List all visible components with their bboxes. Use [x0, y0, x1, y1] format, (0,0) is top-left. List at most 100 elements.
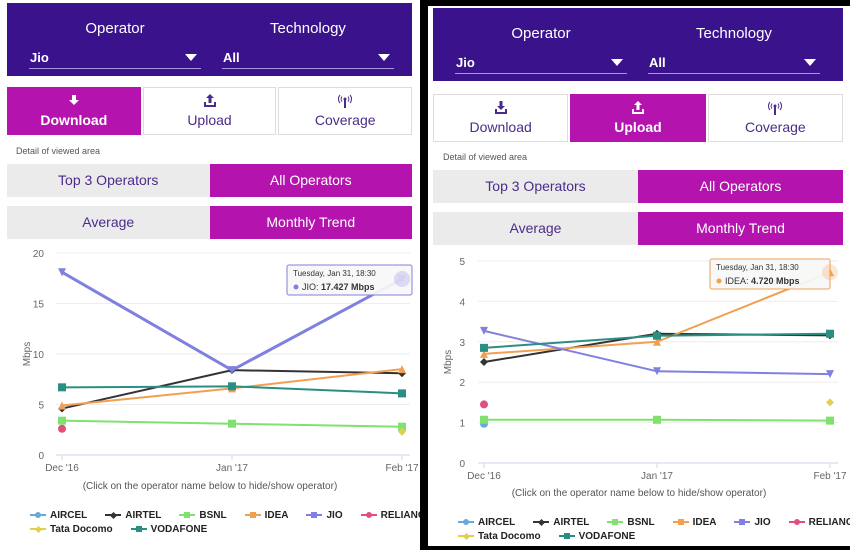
technology-select[interactable]: All [222, 47, 394, 69]
tooltip-colon: : [316, 282, 321, 292]
metric-mode-switcher: Download Upload Coverage [433, 94, 843, 142]
legend-item-idea[interactable]: IDEA [244, 510, 288, 521]
legend-item-reliance[interactable]: RELIANCE [788, 517, 850, 528]
legend-label: AIRTEL [553, 516, 590, 528]
data-point[interactable] [398, 365, 406, 374]
series-bsnl[interactable] [480, 415, 834, 425]
operator-scope-tabs: Top 3 Operators All Operators [433, 170, 843, 203]
data-point[interactable] [480, 358, 488, 366]
data-point[interactable] [58, 424, 66, 433]
x-tick-label: Dec '16 [45, 463, 79, 474]
legend-item-jio[interactable]: JIO [734, 517, 771, 528]
legend-item-aircel[interactable]: AIRCEL [30, 510, 87, 521]
mode-label: Coverage [744, 119, 806, 135]
x-tick-label: Jan '17 [216, 463, 248, 474]
x-tick-label: Dec '16 [467, 471, 501, 482]
legend-item-tata-docomo[interactable]: Tata Docomo [30, 524, 113, 535]
legend-symbol-icon [360, 510, 377, 520]
data-point[interactable] [398, 422, 406, 431]
tooltip-series-name: IDEA [725, 276, 746, 286]
data-point[interactable] [58, 268, 66, 277]
data-point[interactable] [58, 401, 66, 410]
legend-item-airtel[interactable]: AIRTEL [105, 510, 161, 521]
data-point[interactable] [228, 366, 236, 375]
data-point[interactable] [653, 415, 661, 424]
view-type-tabs: Average Monthly Trend [433, 212, 843, 245]
detail-label: Detail of viewed area [16, 146, 101, 156]
signal-tower-icon [279, 94, 411, 108]
data-point[interactable] [826, 398, 834, 407]
legend-symbol-icon [458, 531, 474, 541]
legend-label: RELIANCE [380, 509, 420, 521]
operator-select[interactable]: Jio [455, 52, 627, 74]
series-vodafone[interactable] [58, 382, 406, 398]
tab-monthly-trend[interactable]: Monthly Trend [209, 206, 412, 239]
tooltip-series-text: IDEA: 4.720 Mbps [725, 276, 800, 286]
tab-all-operators[interactable]: All Operators [209, 164, 412, 197]
data-point[interactable] [58, 383, 66, 392]
series-reliance[interactable] [58, 424, 66, 433]
tab-top-3-operators[interactable]: Top 3 Operators [433, 170, 638, 203]
mode-label: Coverage [314, 112, 376, 128]
y-tick-label: 2 [459, 378, 465, 389]
series-tata-docomo[interactable] [826, 398, 834, 407]
legend-item-bsnl[interactable]: BSNL [179, 510, 227, 521]
legend-marker [311, 512, 318, 518]
data-point[interactable] [826, 329, 834, 338]
tab-all-operators[interactable]: All Operators [638, 170, 843, 203]
data-point[interactable] [653, 367, 661, 376]
mode-coverage-button[interactable]: Coverage [278, 87, 413, 135]
series-reliance[interactable] [480, 400, 488, 409]
data-point[interactable] [228, 382, 236, 391]
y-tick-label: 5 [38, 401, 44, 412]
legend-item-idea[interactable]: IDEA [672, 517, 716, 528]
data-point[interactable] [653, 331, 661, 340]
technology-select[interactable]: All [648, 52, 820, 74]
legend-marker [677, 519, 684, 525]
data-point[interactable] [228, 419, 236, 428]
data-point[interactable] [58, 416, 66, 425]
tab-monthly-trend[interactable]: Monthly Trend [638, 212, 843, 245]
data-point[interactable] [480, 343, 488, 352]
mode-download-button[interactable]: Download [433, 94, 569, 142]
download-panel: Operator Jio Technology All Download Upload Co… [0, 0, 420, 550]
legend-item-vodafone[interactable]: VODAFONE [558, 531, 635, 542]
data-point[interactable] [826, 416, 834, 425]
data-point[interactable] [826, 370, 834, 379]
series-bsnl[interactable] [58, 416, 406, 431]
legend-item-vodafone[interactable]: VODAFONE [130, 524, 207, 535]
operator-filter: Operator Jio [455, 8, 627, 81]
mode-upload-button[interactable]: Upload [142, 87, 277, 135]
y-tick-label: 0 [459, 459, 465, 470]
series-vodafone[interactable] [480, 329, 834, 352]
y-tick-label: 1 [459, 419, 465, 430]
data-point[interactable] [398, 389, 406, 398]
series-tata-docomo[interactable] [398, 427, 406, 436]
legend-symbol-icon [179, 510, 196, 520]
chevron-down-icon [185, 54, 197, 61]
legend-symbol-icon [672, 517, 689, 527]
legend-label: Tata Docomo [478, 530, 541, 542]
legend-item-tata-docomo[interactable]: Tata Docomo [458, 531, 541, 542]
mode-coverage-button[interactable]: Coverage [707, 94, 843, 142]
data-point[interactable] [480, 349, 488, 358]
legend-item-reliance[interactable]: RELIANCE [360, 509, 420, 521]
data-point[interactable] [398, 427, 406, 436]
legend-hint: (Click on the operator name below to hid… [511, 488, 767, 499]
data-point[interactable] [480, 415, 488, 424]
tab-average[interactable]: Average [433, 212, 638, 245]
download-icon [434, 101, 567, 115]
tab-average[interactable]: Average [7, 206, 210, 239]
mode-upload-button[interactable]: Upload [570, 94, 706, 142]
legend-item-bsnl[interactable]: BSNL [607, 517, 655, 528]
mode-download-button[interactable]: Download [7, 87, 141, 135]
filter-header: Operator Jio Technology All [7, 3, 412, 76]
tab-top-3-operators[interactable]: Top 3 Operators [7, 164, 210, 197]
legend-item-airtel[interactable]: AIRTEL [533, 517, 589, 528]
data-point[interactable] [653, 337, 661, 346]
operator-select[interactable]: Jio [29, 47, 201, 69]
legend-item-jio[interactable]: JIO [306, 510, 343, 521]
legend-item-aircel[interactable]: AIRCEL [458, 517, 515, 528]
data-point[interactable] [480, 400, 488, 409]
data-point[interactable] [480, 326, 488, 335]
